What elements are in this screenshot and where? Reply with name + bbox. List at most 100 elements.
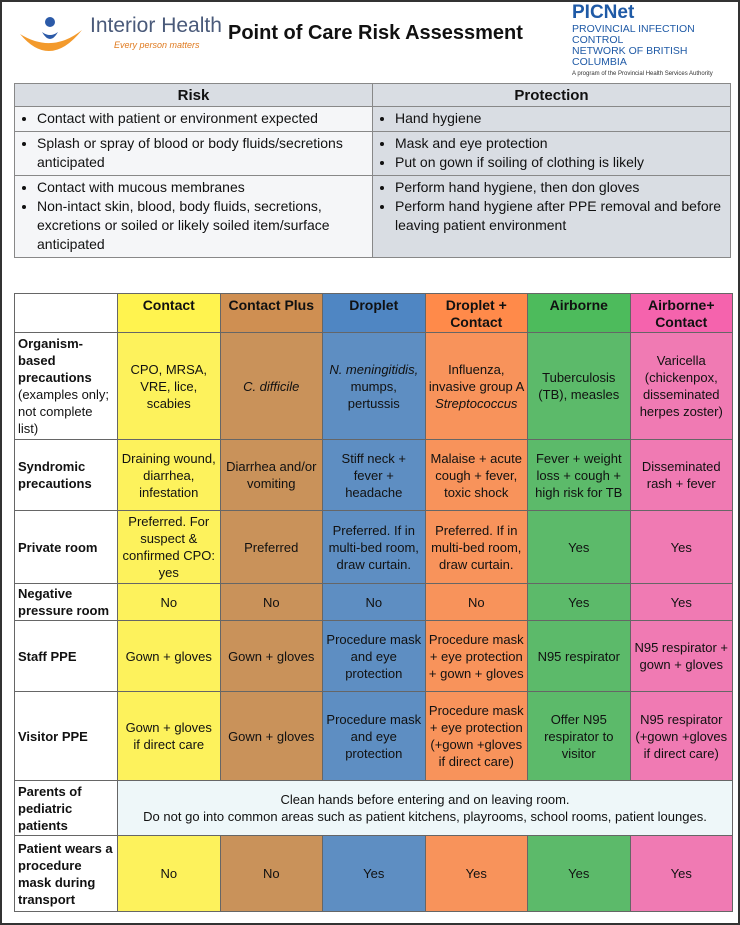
bullet-item: Hand hygiene xyxy=(395,109,726,128)
cell: Yes xyxy=(629,510,733,584)
protection-cell: Hand hygiene xyxy=(372,106,731,132)
bullet-list: Perform hand hygiene, then don glovesPer… xyxy=(377,178,726,235)
logo-name: Interior Health xyxy=(90,14,222,37)
precautions-table: Contact Contact Plus Droplet Droplet + Cont… xyxy=(14,293,733,912)
cell: N95 respirator (+gown +gloves if direct … xyxy=(629,691,733,781)
row: Staff PPE Gown + gloves Gown + gloves Proce… xyxy=(14,620,733,692)
org-block: PICNet PROVINCIAL INFECTION CONTROL NETW… xyxy=(572,2,738,77)
cell: Draining wound, diarrhea, infestation xyxy=(117,439,221,511)
protection-cell: Perform hand hygiene, then don glovesPer… xyxy=(372,175,731,258)
row-label-text: Patient wears a procedure mask during tr… xyxy=(18,840,113,907)
cell: Yes xyxy=(322,835,426,912)
org-line: NETWORK OF BRITISH COLUMBIA xyxy=(572,45,688,68)
column-header: Airborne xyxy=(527,293,631,333)
cell: Preferred xyxy=(219,510,323,584)
cell: CPO, MRSA, VRE, lice, scabies xyxy=(117,332,221,440)
cell-text: C. difficile xyxy=(243,378,300,394)
row-label-text: Staff PPE xyxy=(18,648,77,664)
column-header: Contact Plus xyxy=(219,293,323,333)
cell: Yes xyxy=(424,835,528,912)
cell: No xyxy=(219,835,323,912)
cell-text: Influenza, invasive group A xyxy=(428,361,524,394)
cell: Offer N95 respirator to visitor xyxy=(527,691,631,781)
bullet-item: Mask and eye protection xyxy=(395,134,726,153)
protection-cell: Mask and eye protectionPut on gown if so… xyxy=(372,131,731,176)
cell: Yes xyxy=(527,583,631,621)
cell: Preferred. For suspect & confirmed CPO: … xyxy=(117,510,221,584)
row-label-text: Private room xyxy=(18,539,98,555)
column-header: Droplet + Contact xyxy=(424,293,528,333)
header: Interior Health Every person matters Poi… xyxy=(2,2,738,77)
cell: Procedure mask and eye protection xyxy=(322,620,426,692)
bullet-item: Perform hand hygiene after PPE removal a… xyxy=(395,197,726,235)
row-label: Organism-based precautions (examples only… xyxy=(14,332,118,440)
bullet-item: Contact with patient or environment expe… xyxy=(37,109,368,128)
cell-text: Streptococcus xyxy=(435,395,518,411)
risk-cell: Splash or spray of blood or body fluids/… xyxy=(14,131,373,176)
cell: N. meningitidis, mumps, pertussis xyxy=(322,332,426,440)
cell: C. difficile xyxy=(219,332,323,440)
bullet-list: Contact with patient or environment expe… xyxy=(19,109,368,128)
row-label: Visitor PPE xyxy=(14,691,118,781)
cell: Gown + gloves xyxy=(219,620,323,692)
row-label: Syndromic precautions xyxy=(14,439,118,511)
cell: Yes xyxy=(629,583,733,621)
cell: N95 respirator xyxy=(527,620,631,692)
cell: Gown + gloves xyxy=(117,620,221,692)
row-label-text: Syndromic precautions xyxy=(18,459,92,491)
cell: Tuberculosis (TB), measles xyxy=(527,332,631,440)
cell: Preferred. If in multi-bed room, draw cu… xyxy=(424,510,528,584)
cell-text: mumps, pertussis xyxy=(347,378,400,411)
row-label: Staff PPE xyxy=(14,620,118,692)
cell: N95 respirator + gown + gloves xyxy=(629,620,733,692)
header-row: Contact Contact Plus Droplet Droplet + Cont… xyxy=(14,293,733,333)
row: Splash or spray of blood or body fluids/… xyxy=(14,131,731,176)
merged-line: Do not go into common areas such as pati… xyxy=(143,809,707,824)
bullet-item: Non-intact skin, blood, body fluids, sec… xyxy=(37,197,368,254)
row: Visitor PPE Gown + gloves if direct care G… xyxy=(14,691,733,781)
row: Syndromic precautions Draining wound, dia… xyxy=(14,439,733,511)
column-header: Airborne+ Contact xyxy=(629,293,733,333)
cell: Gown + gloves xyxy=(219,691,323,781)
row-label: Parents of pediatric patients xyxy=(14,780,118,836)
cell: No xyxy=(117,583,221,621)
row-label: Negative pressure room xyxy=(14,583,118,621)
cell: Fever + weight loss + cough + high risk … xyxy=(527,439,631,511)
logo-mark xyxy=(20,17,82,52)
corner-cell xyxy=(14,293,118,333)
header-row: Risk Protection xyxy=(14,83,731,107)
row-label-text: Organism-based precautions xyxy=(18,336,92,385)
row: Negative pressure room No No No No Yes Yes xyxy=(14,583,733,621)
risk-cell: Contact with mucous membranesNon-intact … xyxy=(14,175,373,258)
row-label: Private room xyxy=(14,510,118,584)
column-header: Protection xyxy=(372,83,731,107)
bullet-list: Mask and eye protectionPut on gown if so… xyxy=(377,134,726,172)
cell: Disseminated rash + fever xyxy=(629,439,733,511)
row: Private room Preferred. For suspect & con… xyxy=(14,510,733,584)
cell: No xyxy=(117,835,221,912)
cell: Stiff neck + fever + headache xyxy=(322,439,426,511)
cell: Procedure mask and eye protection xyxy=(322,691,426,781)
row: Organism-based precautions (examples only… xyxy=(14,332,733,440)
column-header: Contact xyxy=(117,293,221,333)
cell: Preferred. If in multi-bed room, draw cu… xyxy=(322,510,426,584)
cell: Yes xyxy=(629,835,733,912)
merged-line: Clean hands before entering and on leavi… xyxy=(280,792,570,807)
row: Contact with patient or environment expe… xyxy=(14,106,731,132)
cell: No xyxy=(322,583,426,621)
row: Parents of pediatric patients Clean hands… xyxy=(14,780,733,836)
cell: Gown + gloves if direct care xyxy=(117,691,221,781)
row-label-text: Negative pressure room xyxy=(18,586,110,618)
cell: Yes xyxy=(527,835,631,912)
bullet-item: Splash or spray of blood or body fluids/… xyxy=(37,134,368,172)
bullet-list: Splash or spray of blood or body fluids/… xyxy=(19,134,368,172)
row: Patient wears a procedure mask during tr… xyxy=(14,835,733,912)
cell: Varicella (chickenpox, disseminated herp… xyxy=(629,332,733,440)
org-note: A program of the Provincial Health Servi… xyxy=(572,71,713,77)
cell: Yes xyxy=(527,510,631,584)
column-header: Droplet xyxy=(322,293,426,333)
logo-tagline: Every person matters xyxy=(114,40,200,50)
org-name: PICNet xyxy=(572,2,635,23)
row-label-text: Parents of pediatric patients xyxy=(18,783,82,833)
